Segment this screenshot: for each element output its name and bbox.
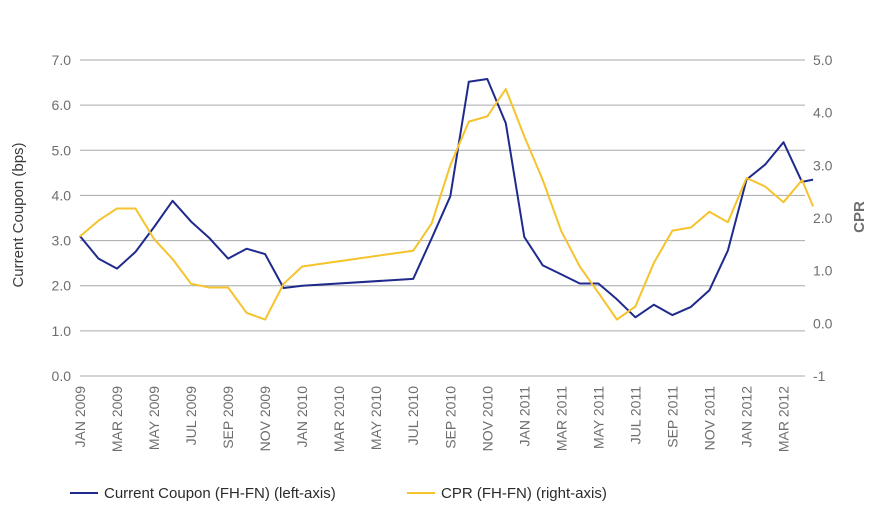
x-tick-label: MAR 2011 [553, 386, 569, 451]
series-line-cpr [79, 88, 815, 321]
right-axis-ticks: -1 0.0 1.0 2.0 3.0 4.0 5.0 [813, 52, 833, 384]
y-tick-label-left: 3.0 [52, 233, 72, 249]
y-tick-label-left: 0.0 [52, 368, 72, 384]
y-tick-label-right: 0.0 [813, 315, 833, 331]
x-tick-label: MAY 2011 [590, 386, 606, 449]
x-tick-label: MAR 2009 [109, 386, 125, 452]
x-tick-label: MAY 2009 [146, 386, 162, 450]
y-tick-label-right: 1.0 [813, 263, 833, 279]
x-axis-ticks: JAN 2009 MAR 2009 MAY 2009 JUL 2009 SEP 2009… [72, 386, 791, 452]
y-tick-label-right: 4.0 [813, 105, 833, 121]
left-axis-ticks: 0.0 1.0 2.0 3.0 4.0 5.0 6.0 7.0 [52, 52, 72, 384]
y-tick-label-right: 5.0 [813, 52, 833, 68]
y-tick-label-right: 3.0 [813, 157, 833, 173]
legend-label-cpr: CPR (FH-FN) (right-axis) [441, 485, 607, 502]
x-tick-label: MAR 2010 [331, 386, 347, 452]
x-tick-label: JAN 2010 [294, 386, 310, 448]
x-tick-label: JUL 2009 [183, 386, 199, 446]
y-tick-label-left: 5.0 [52, 142, 72, 158]
y-tick-label-left: 1.0 [52, 323, 72, 339]
right-axis-title: CPR [851, 201, 868, 233]
left-axis-title: Current Coupon (bps) [10, 142, 27, 287]
y-tick-label-left: 4.0 [52, 187, 72, 203]
x-tick-label: SEP 2011 [664, 386, 680, 448]
series-lines [79, 78, 815, 321]
x-tick-label: JUL 2010 [405, 386, 421, 446]
x-tick-label: SEP 2010 [442, 386, 458, 449]
y-tick-label-right: 2.0 [813, 210, 833, 226]
legend: Current Coupon (FH-FN) (left-axis) CPR (… [70, 485, 607, 502]
x-tick-label: JAN 2012 [738, 386, 754, 448]
y-tick-label-left: 6.0 [52, 97, 72, 113]
x-tick-label: JAN 2009 [72, 386, 88, 448]
y-tick-label-right: -1 [813, 368, 826, 384]
y-tick-label-left: 2.0 [52, 278, 72, 294]
x-tick-label: MAY 2010 [368, 386, 384, 450]
x-tick-label: JAN 2011 [516, 386, 532, 447]
x-tick-label: NOV 2009 [257, 386, 273, 452]
x-tick-label: MAR 2012 [775, 386, 791, 452]
legend-label-current-coupon: Current Coupon (FH-FN) (left-axis) [104, 485, 336, 502]
y-tick-label-left: 7.0 [52, 52, 72, 68]
x-tick-label: NOV 2010 [479, 386, 495, 452]
x-tick-label: NOV 2011 [701, 386, 717, 451]
x-tick-label: SEP 2009 [220, 386, 236, 449]
x-tick-label: JUL 2011 [627, 386, 643, 445]
